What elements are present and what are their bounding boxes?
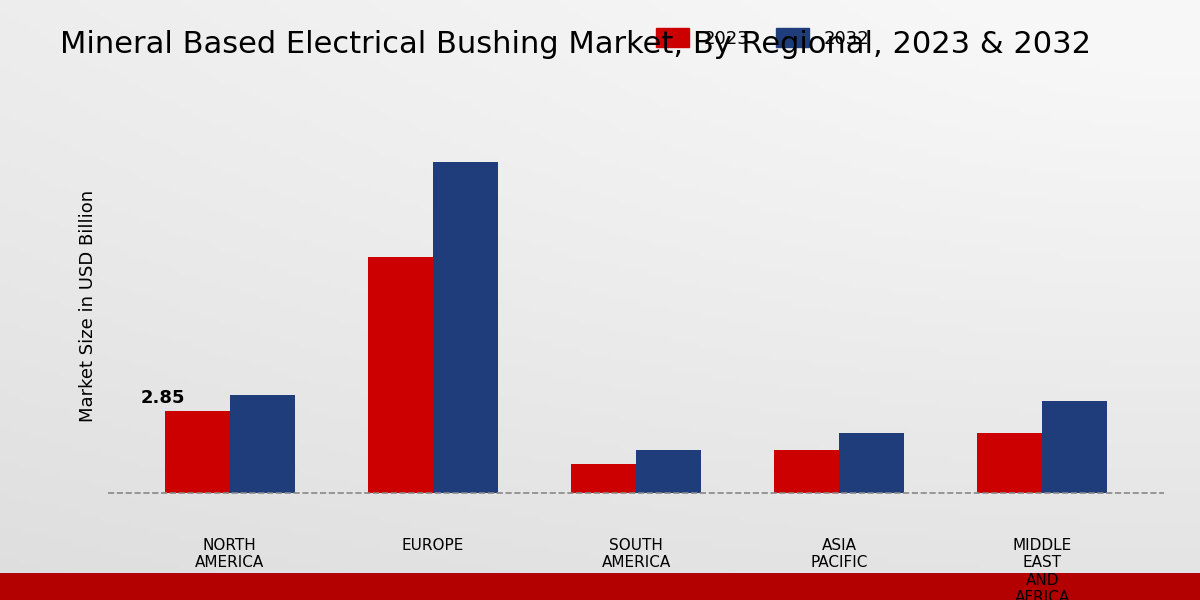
Bar [839,433,904,493]
Text: 2.85: 2.85 [140,389,185,407]
Bar [1042,401,1108,493]
Y-axis label: Market Size in USD Billion: Market Size in USD Billion [79,190,97,422]
Bar [977,433,1042,493]
Bar [433,162,498,493]
Bar [636,450,701,493]
Bar [571,464,636,493]
Bar [230,395,295,493]
Legend: 2023, 2032: 2023, 2032 [649,21,876,55]
Bar [774,450,839,493]
Bar [164,411,230,493]
Text: Mineral Based Electrical Bushing Market, By Regional, 2023 & 2032: Mineral Based Electrical Bushing Market,… [60,30,1091,59]
Bar [368,257,433,493]
